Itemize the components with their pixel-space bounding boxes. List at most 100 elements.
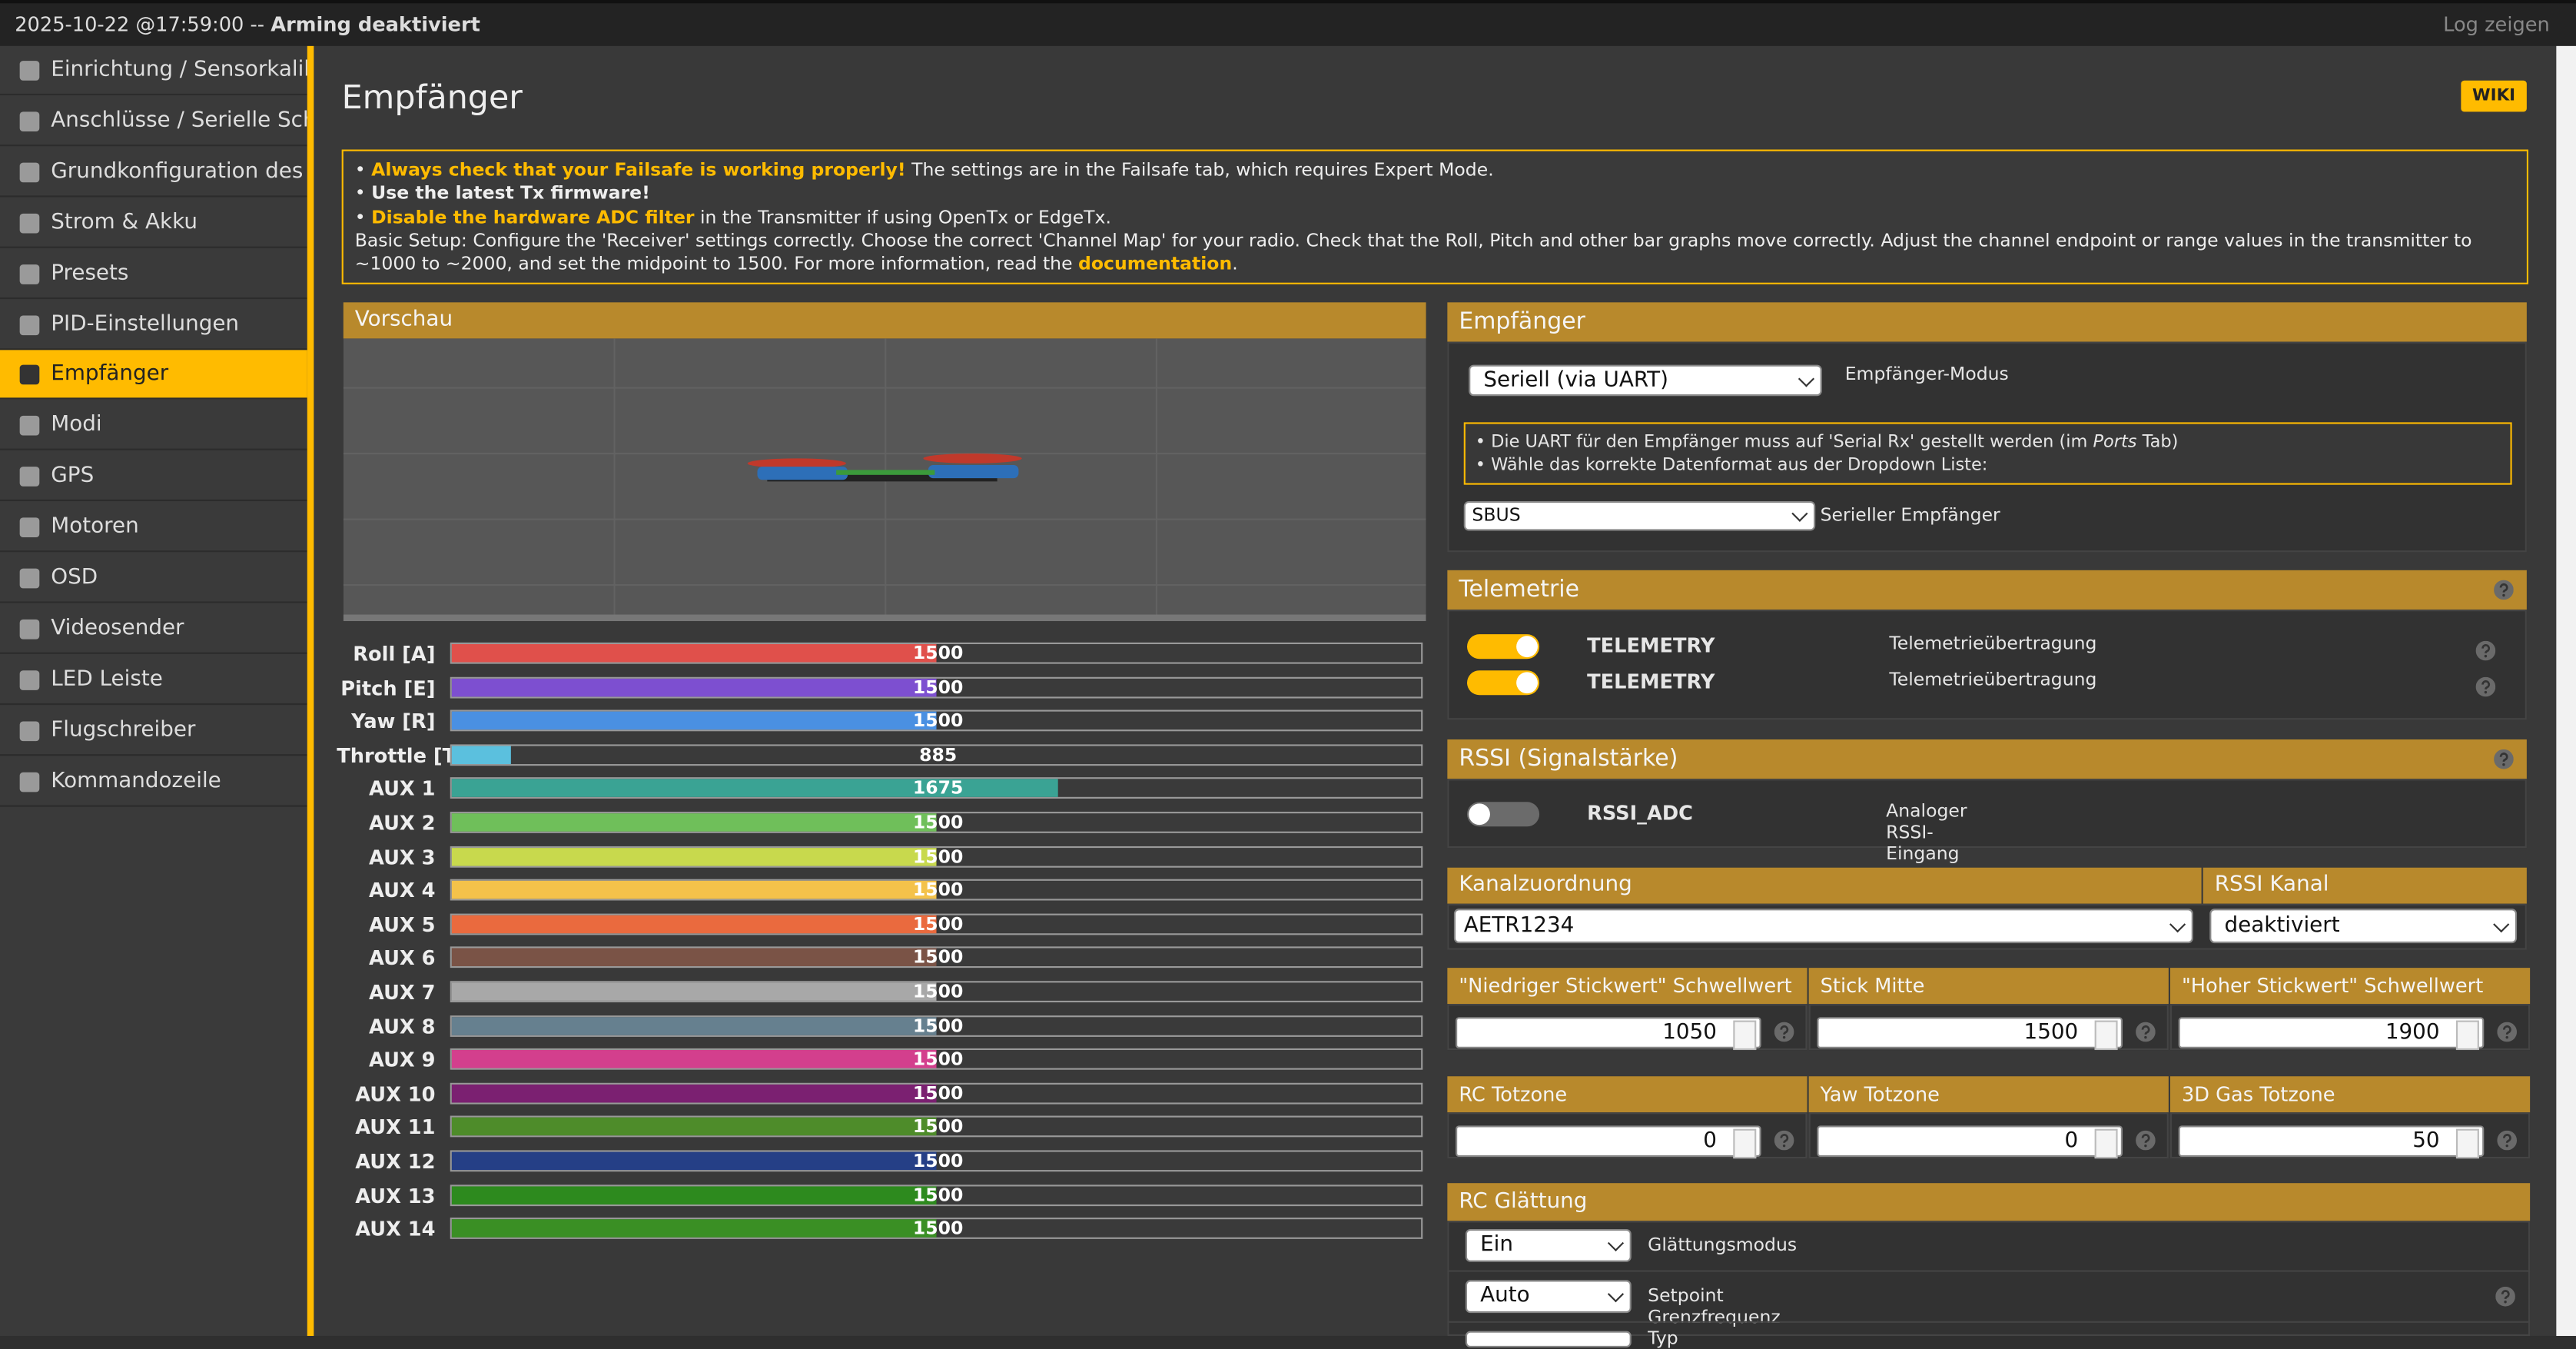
channel-value: 1500	[912, 947, 964, 969]
channel-value: 1500	[912, 981, 964, 1003]
spinner[interactable]	[2455, 1020, 2479, 1051]
channel-label: AUX 4	[369, 879, 436, 903]
help-icon[interactable]	[2136, 1022, 2156, 1042]
arming-status: Arming deaktiviert	[271, 13, 480, 37]
select-value: deaktiviert	[2224, 913, 2340, 939]
help-icon[interactable]	[2475, 676, 2496, 697]
help-icon[interactable]	[2494, 749, 2514, 769]
nav-item[interactable]: Motoren	[0, 503, 307, 553]
nav-icon	[19, 264, 40, 284]
scrollbar[interactable]	[2556, 45, 2576, 1336]
number-input[interactable]: 50	[2178, 1125, 2485, 1159]
spinner[interactable]	[2094, 1020, 2118, 1051]
channel-value: 885	[919, 743, 958, 766]
nav-item[interactable]: OSD	[0, 553, 307, 603]
help-icon[interactable]	[2136, 1130, 2156, 1151]
channel-label: AUX 10	[355, 1082, 436, 1106]
toggle-switch[interactable]	[1467, 802, 1540, 827]
spinner[interactable]	[2455, 1128, 2479, 1159]
panel-header: 3D Gas Totzone	[2169, 1076, 2531, 1113]
nav-item[interactable]: Kommandozeile	[0, 757, 307, 806]
number-input[interactable]: 0	[1456, 1125, 1761, 1159]
nav-label: Empfänger	[51, 362, 169, 387]
nav-icon	[19, 517, 40, 538]
number-input[interactable]: 0	[1817, 1125, 2123, 1159]
number-value: 1900	[2385, 1020, 2440, 1045]
sidebar: Einrichtung / Sensorkalibr... Anschlüsse …	[0, 45, 307, 1336]
number-input[interactable]: 1050	[1456, 1017, 1761, 1051]
nav-label: GPS	[51, 464, 95, 489]
nav-label: Motoren	[51, 514, 139, 540]
help-icon[interactable]	[2497, 1022, 2518, 1042]
feature-description: Telemetrieübertragung	[1889, 633, 2097, 654]
help-icon[interactable]	[2495, 1286, 2515, 1307]
nav-item[interactable]: GPS	[0, 452, 307, 502]
channel-value: 1500	[912, 642, 964, 664]
nav-label: Strom & Akku	[51, 209, 198, 235]
nav-item[interactable]: Empfänger	[0, 351, 307, 400]
channel-label: AUX 14	[355, 1218, 436, 1241]
preview-edge	[343, 614, 1426, 622]
channel-track: 1500	[450, 642, 1423, 664]
feature-name: TELEMETRY	[1587, 634, 1715, 658]
channel-value: 1500	[912, 1116, 964, 1138]
nav-label: Kommandozeile	[51, 768, 221, 793]
help-icon[interactable]	[1774, 1022, 1794, 1042]
help-icon[interactable]	[2494, 580, 2514, 600]
notice-text: Basic Setup: Configure the 'Receiver' se…	[354, 230, 2472, 275]
toggle-switch[interactable]	[1467, 634, 1540, 660]
channel-track: 1500	[450, 676, 1423, 698]
help-icon[interactable]	[1774, 1130, 1794, 1151]
channel-bar	[451, 915, 937, 933]
channel-value: 1500	[912, 1048, 964, 1071]
channel-label: AUX 5	[369, 913, 436, 937]
nav-item[interactable]: Anschlüsse / Serielle Schn...	[0, 97, 307, 147]
nav-item[interactable]: Modi	[0, 401, 307, 451]
mode-select[interactable]: Seriell (via UART)	[1469, 364, 1822, 397]
nav-icon	[19, 720, 40, 741]
channel-track: 1500	[450, 913, 1423, 935]
toggle-switch[interactable]	[1467, 670, 1540, 696]
toggle-knob	[1516, 672, 1538, 694]
field-label: Empfänger-Modus	[1844, 363, 2009, 385]
wiki-button[interactable]: WIKI	[2461, 80, 2527, 112]
chevron	[1607, 1286, 1625, 1303]
select-partial[interactable]	[1465, 1331, 1632, 1347]
notice-text: in the Transmitter if using OpenTx or Ed…	[700, 206, 1111, 228]
field-label: Serieller Empfänger	[1820, 504, 2000, 527]
nav-label: Grundkonfiguration des C...	[51, 158, 307, 184]
number-input[interactable]: 1900	[2178, 1017, 2485, 1051]
channel-map-input[interactable]: AETR1234	[1453, 909, 2193, 944]
spinner[interactable]	[1733, 1128, 1757, 1159]
nav-item[interactable]: LED Leiste	[0, 656, 307, 705]
smoothing-select[interactable]: Ein	[1465, 1229, 1632, 1262]
nav-icon	[19, 213, 40, 233]
channel-value: 1500	[912, 1082, 964, 1105]
nav-item[interactable]: Videosender	[0, 604, 307, 654]
channel-track: 1500	[450, 947, 1423, 969]
doc-link[interactable]: documentation	[1078, 253, 1233, 275]
nav-item[interactable]: Flugschreiber	[0, 706, 307, 756]
notice-line: • Disable the hardware ADC filter in the…	[355, 206, 2515, 230]
channel-label: Roll [A]	[353, 642, 436, 666]
rssi-channel-select[interactable]: deaktiviert	[2209, 909, 2518, 944]
panel-header: Telemetrie	[1447, 570, 2527, 610]
provider-select[interactable]: SBUS	[1463, 501, 1816, 531]
help-icon[interactable]	[2475, 640, 2496, 661]
nav-item[interactable]: Presets	[0, 249, 307, 299]
number-input[interactable]: 1500	[1817, 1017, 2123, 1051]
preview-grid	[343, 338, 1426, 622]
nav-item[interactable]: Grundkonfiguration des C...	[0, 148, 307, 198]
smoothing-select[interactable]: Auto	[1465, 1280, 1632, 1314]
log-button[interactable]: Log zeigen	[2443, 13, 2550, 37]
channel-label: AUX 7	[369, 981, 436, 1005]
channel-label: AUX 11	[355, 1116, 436, 1140]
channel-bar	[451, 949, 937, 967]
nav-item[interactable]: PID-Einstellungen	[0, 300, 307, 350]
help-icon[interactable]	[2497, 1130, 2518, 1151]
nav-item[interactable]: Einrichtung / Sensorkalibr...	[0, 46, 307, 95]
notice-line: • Always check that your Failsafe is wor…	[355, 159, 2515, 183]
spinner[interactable]	[1733, 1020, 1757, 1051]
nav-item[interactable]: Strom & Akku	[0, 198, 307, 248]
spinner[interactable]	[2094, 1128, 2118, 1159]
